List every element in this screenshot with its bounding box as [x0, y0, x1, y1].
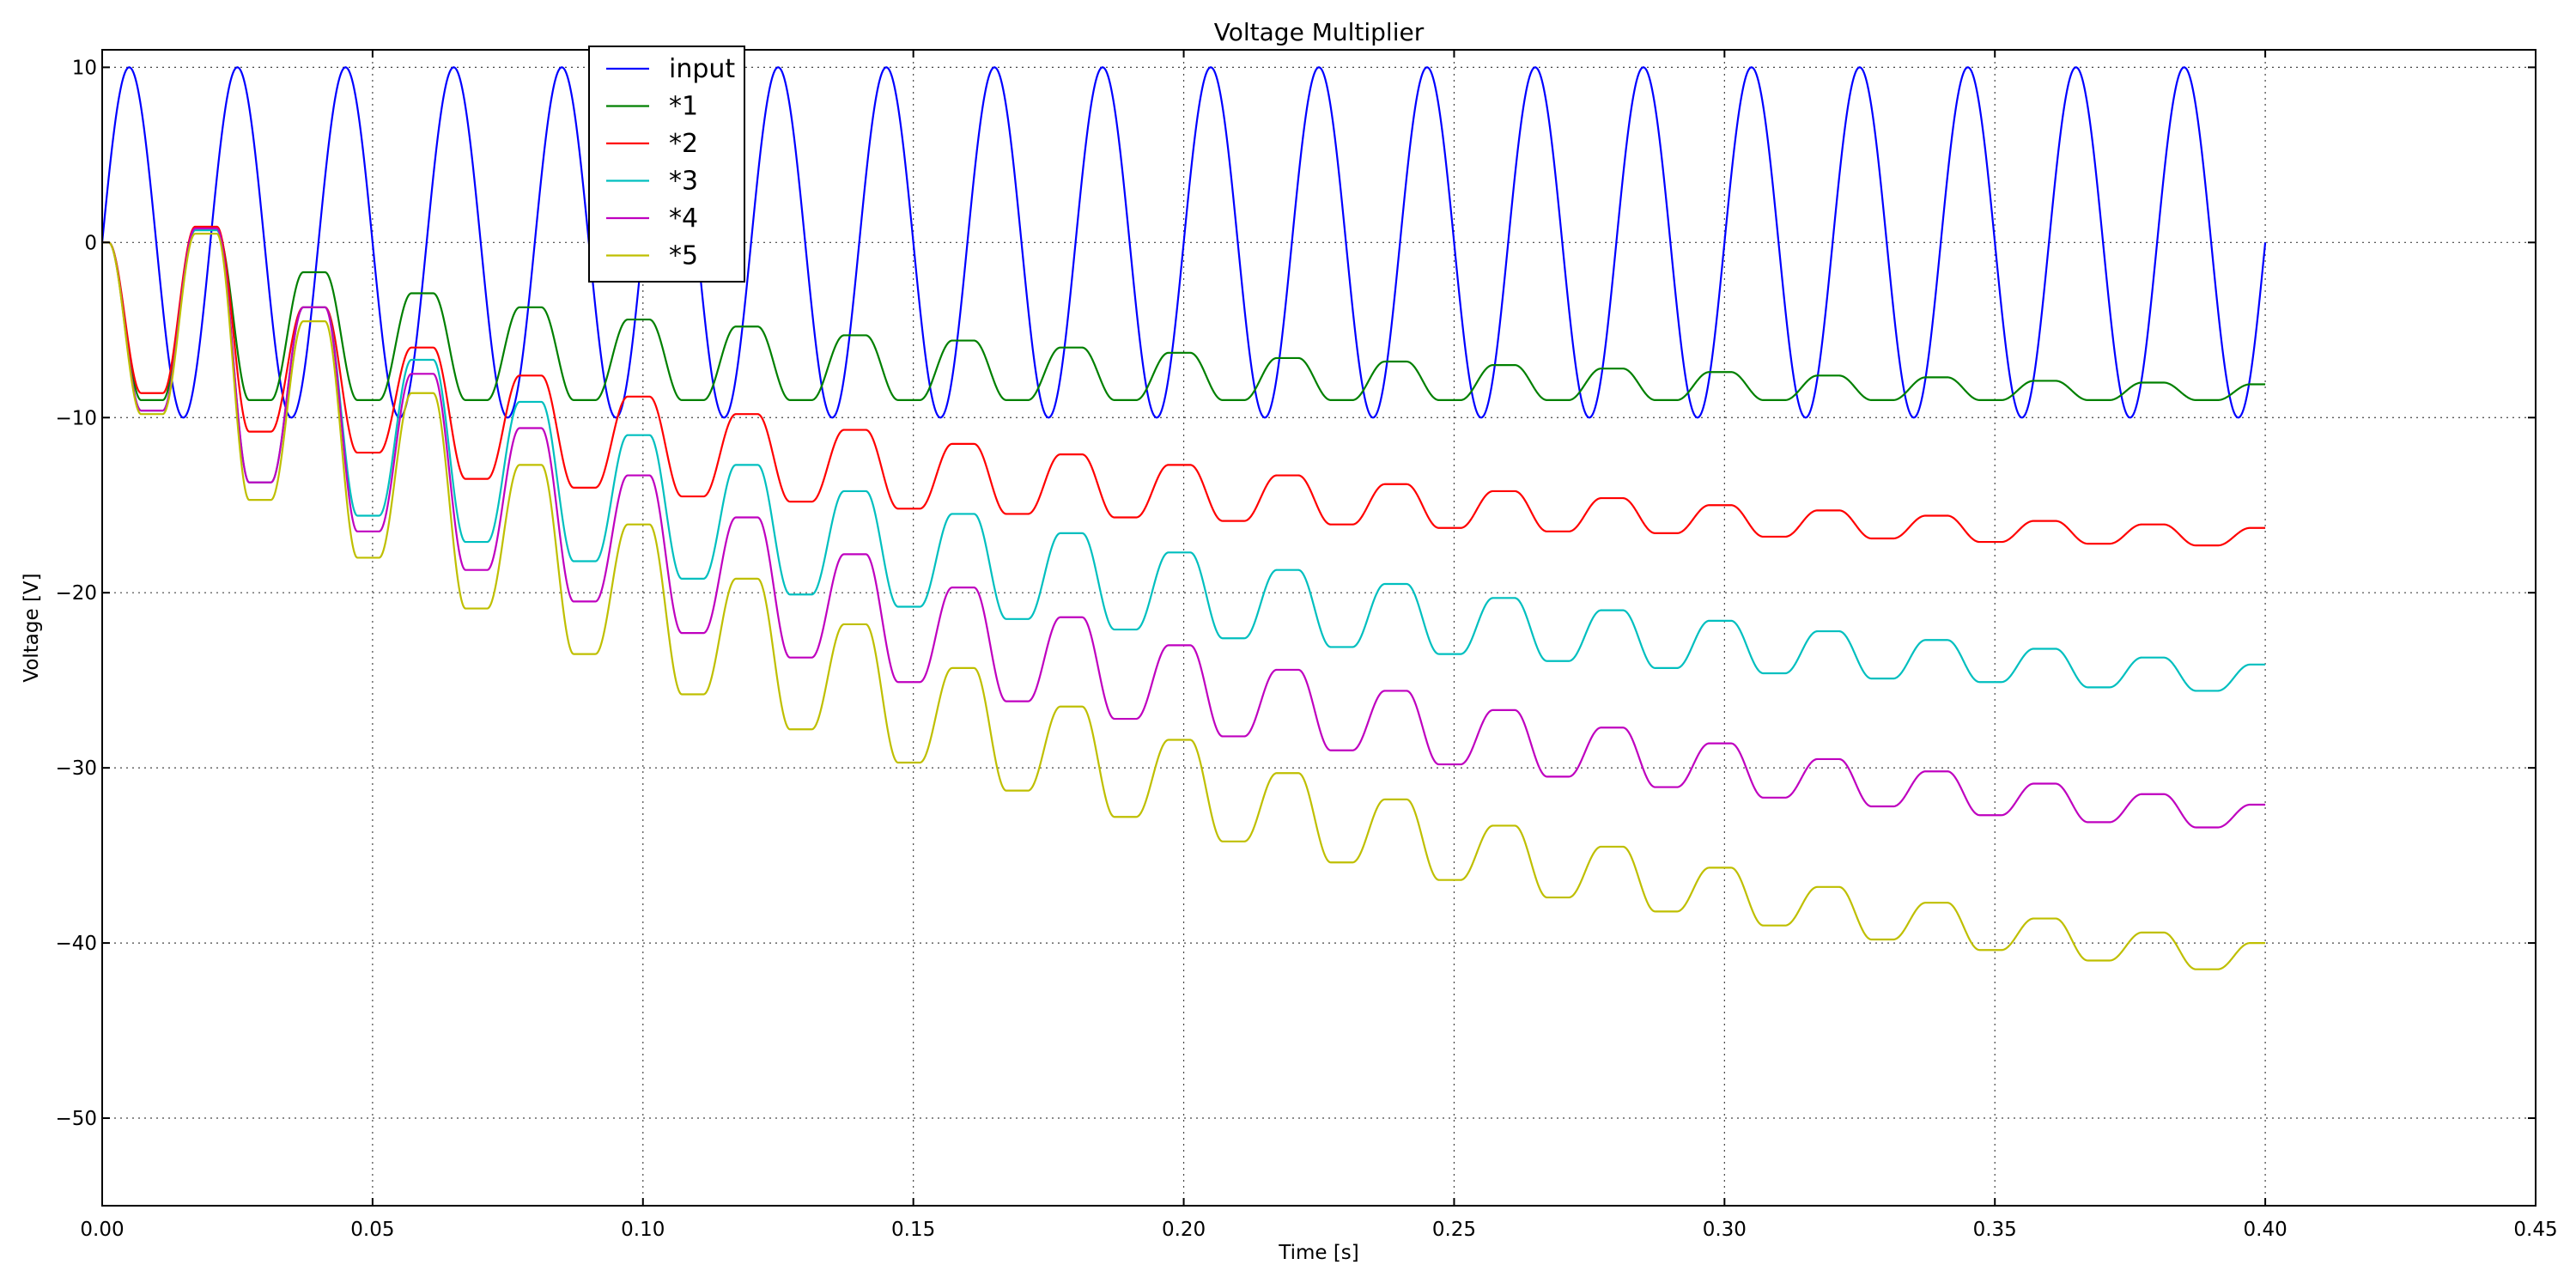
axis-ticks: 0.00 0.05 0.10 0.15 0.20 0.25 0.30 0.35 0.40 0.45… [55, 50, 2558, 1241]
legend-box [588, 46, 745, 283]
y-tick-label: 0 [84, 232, 97, 254]
plot-series [100, 66, 2267, 970]
x-tick-label: 0.20 [1162, 1219, 1206, 1241]
x-tick-label: 0.45 [2513, 1219, 2557, 1241]
series-line-x3 [101, 228, 2266, 692]
legend-label: *4 [669, 204, 698, 234]
y-tick-label: −40 [55, 933, 97, 955]
chart-title: Voltage Multiplier [1214, 18, 1425, 46]
legend-label: *1 [669, 92, 698, 122]
legend-label: *3 [669, 167, 698, 197]
legend-label: *2 [669, 129, 698, 159]
y-tick-label: −50 [55, 1108, 97, 1130]
x-tick-label: 0.10 [621, 1219, 665, 1241]
x-tick-label: 0.00 [80, 1219, 124, 1241]
y-tick-label: −20 [55, 582, 97, 605]
x-axis-label: Time [s] [1278, 1242, 1359, 1264]
series-line-x5 [101, 233, 2266, 970]
y-tick-label: −30 [55, 757, 97, 780]
series-line-x2 [101, 225, 2266, 547]
x-tick-label: 0.25 [1432, 1219, 1476, 1241]
y-tick-label: −10 [55, 407, 97, 429]
legend-label: *5 [669, 241, 698, 271]
x-tick-label: 0.05 [350, 1219, 394, 1241]
series-line-x1 [101, 228, 2266, 401]
legend-label: input [669, 54, 735, 84]
plot-area-frame [101, 49, 2537, 1207]
y-tick-label: 10 [72, 57, 97, 79]
x-tick-label: 0.40 [2244, 1219, 2287, 1241]
x-tick-label: 0.35 [1973, 1219, 2017, 1241]
series-line-x4 [101, 227, 2266, 829]
x-tick-label: 0.15 [891, 1219, 935, 1241]
legend: input *1 *2 *3 *4 *5 [588, 46, 745, 283]
y-axis-label: Voltage [V] [21, 573, 43, 682]
x-tick-label: 0.30 [1703, 1219, 1747, 1241]
